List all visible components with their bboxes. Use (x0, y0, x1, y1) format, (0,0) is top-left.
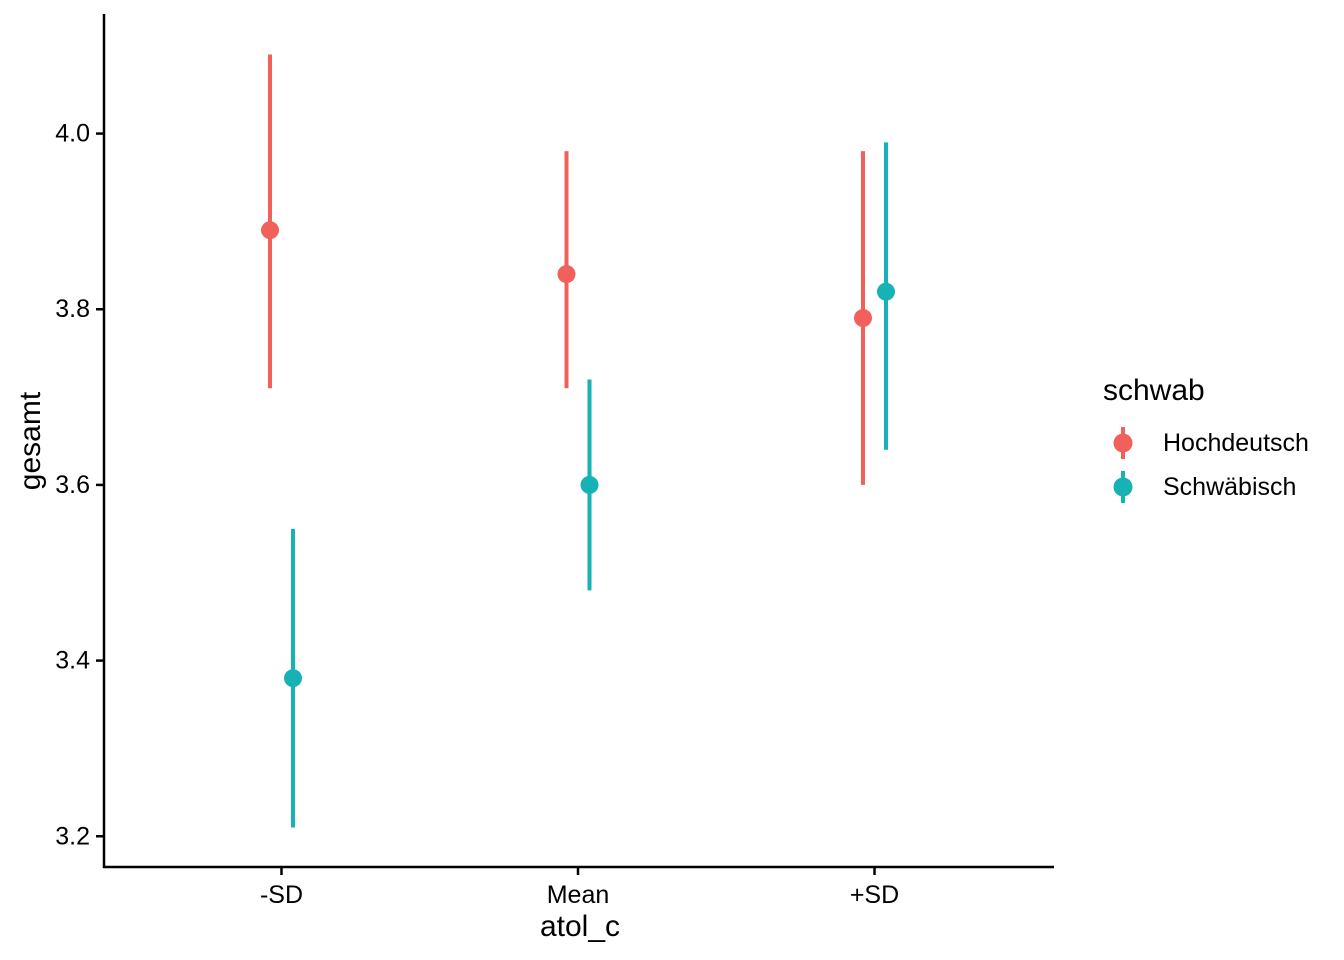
legend-label-schwaebisch: Schwäbisch (1163, 473, 1296, 501)
pointrange-schw-bisch-sd (877, 142, 895, 450)
y-tick-label: 3.2 (55, 822, 90, 850)
x-tick-label: -SD (260, 881, 303, 909)
plot-area (261, 54, 895, 828)
x-tick-label: +SD (850, 881, 899, 909)
point-estimate (284, 669, 302, 688)
legend-label-hochdeutsch: Hochdeutsch (1163, 429, 1309, 457)
point-estimate (557, 265, 576, 284)
y-tick-label: 3.6 (55, 471, 90, 499)
pointrange-hochdeutsch-mean (557, 151, 576, 389)
y-tick-label: 3.4 (55, 647, 90, 675)
y-tick-label: 3.8 (55, 295, 90, 323)
pointrange-hochdeutsch-sd (261, 54, 279, 389)
point-estimate (580, 475, 599, 494)
y-axis-title: gesamt (14, 391, 47, 490)
legend-title: schwab (1103, 374, 1205, 407)
legend-entry-hochdeutsch: Hochdeutsch (1113, 427, 1309, 459)
legend-entry-schwaebisch: Schwäbisch (1113, 471, 1296, 503)
point-estimate (854, 309, 872, 328)
point-estimate (261, 221, 279, 240)
x-tick-label: Mean (547, 881, 610, 909)
legend: schwab Hochdeutsch Schwäbisch (1103, 374, 1309, 503)
x-axis-ticks: -SD Mean +SD (260, 867, 899, 909)
legend-key-dot-schwaebisch (1113, 477, 1133, 497)
pointrange-schw-bisch-sd (284, 528, 302, 828)
pointrange-hochdeutsch-sd (854, 151, 872, 485)
point-estimate (877, 282, 895, 301)
legend-key-dot-hochdeutsch (1113, 433, 1133, 453)
x-axis-title: atol_c (540, 910, 620, 943)
y-tick-label: 4.0 (55, 120, 90, 148)
pointrange-schw-bisch-mean (580, 379, 599, 591)
y-axis-ticks: 3.2 3.4 3.6 3.8 4.0 (55, 120, 104, 850)
